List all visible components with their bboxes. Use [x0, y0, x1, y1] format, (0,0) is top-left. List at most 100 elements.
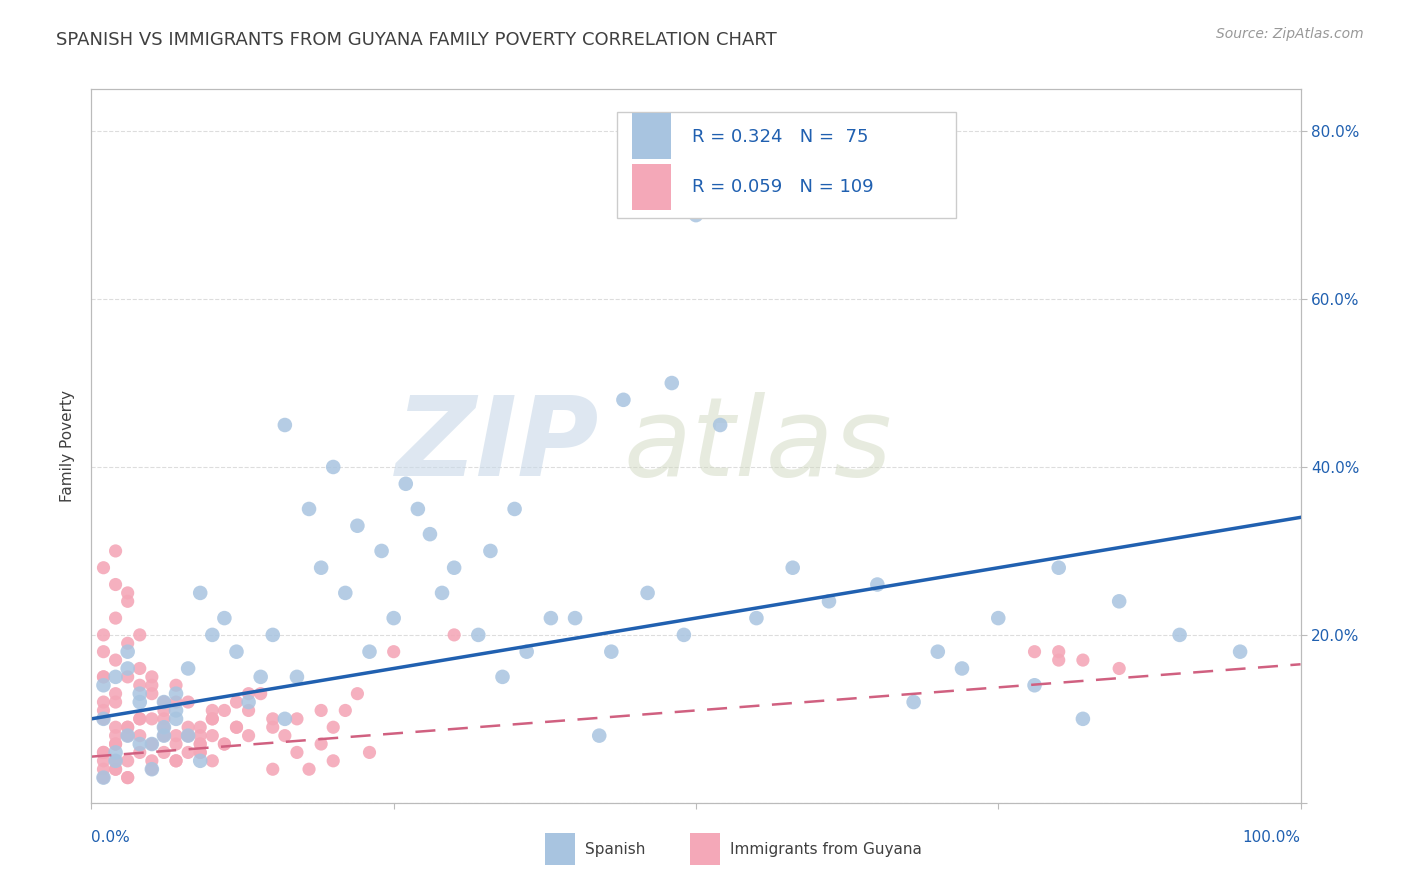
- Point: [322, 720, 344, 734]
- Bar: [544, 833, 575, 865]
- Point: [987, 611, 1010, 625]
- Point: [117, 661, 139, 675]
- Point: [153, 746, 176, 760]
- Point: [117, 586, 139, 600]
- Point: [141, 737, 163, 751]
- Point: [491, 670, 513, 684]
- Point: [238, 729, 260, 743]
- Point: [866, 577, 889, 591]
- Point: [93, 695, 115, 709]
- Point: [370, 544, 392, 558]
- Point: [1024, 678, 1046, 692]
- Point: [104, 653, 127, 667]
- Point: [177, 729, 200, 743]
- Point: [225, 720, 247, 734]
- Point: [177, 661, 200, 675]
- Point: [104, 737, 127, 751]
- Point: [104, 762, 127, 776]
- Point: [153, 695, 176, 709]
- Point: [1229, 645, 1251, 659]
- Point: [177, 695, 200, 709]
- Point: [104, 754, 127, 768]
- Point: [117, 636, 139, 650]
- Point: [225, 695, 247, 709]
- Point: [274, 729, 297, 743]
- Point: [685, 208, 707, 222]
- Point: [419, 527, 441, 541]
- Point: [335, 703, 357, 717]
- Point: [262, 628, 284, 642]
- Text: SPANISH VS IMMIGRANTS FROM GUYANA FAMILY POVERTY CORRELATION CHART: SPANISH VS IMMIGRANTS FROM GUYANA FAMILY…: [56, 31, 778, 49]
- Text: 0.0%: 0.0%: [91, 830, 131, 845]
- Point: [709, 417, 731, 432]
- Point: [335, 586, 357, 600]
- Point: [104, 737, 127, 751]
- Point: [141, 754, 163, 768]
- Point: [165, 754, 187, 768]
- Point: [93, 670, 115, 684]
- Point: [201, 703, 224, 717]
- Point: [104, 695, 127, 709]
- Point: [153, 720, 176, 734]
- Point: [188, 737, 211, 751]
- Point: [93, 754, 115, 768]
- Point: [165, 678, 187, 692]
- Point: [503, 502, 526, 516]
- Point: [467, 628, 489, 642]
- Point: [1047, 653, 1070, 667]
- Point: [177, 720, 200, 734]
- Point: [128, 678, 150, 692]
- Point: [214, 737, 236, 751]
- Point: [104, 544, 127, 558]
- Point: [201, 712, 224, 726]
- Point: [238, 703, 260, 717]
- Point: [128, 661, 150, 675]
- Point: [165, 712, 187, 726]
- Point: [153, 729, 176, 743]
- Point: [262, 720, 284, 734]
- Text: atlas: atlas: [623, 392, 891, 500]
- Point: [128, 729, 150, 743]
- Point: [359, 645, 381, 659]
- Point: [1071, 653, 1094, 667]
- Point: [177, 729, 200, 743]
- Point: [117, 594, 139, 608]
- Point: [128, 687, 150, 701]
- Point: [93, 746, 115, 760]
- Point: [117, 720, 139, 734]
- Point: [238, 687, 260, 701]
- Point: [238, 695, 260, 709]
- Point: [104, 746, 127, 760]
- Point: [309, 703, 332, 717]
- Point: [141, 678, 163, 692]
- Point: [165, 754, 187, 768]
- Point: [309, 737, 332, 751]
- Point: [214, 737, 236, 751]
- Point: [274, 712, 297, 726]
- Point: [165, 737, 187, 751]
- Text: 100.0%: 100.0%: [1243, 830, 1301, 845]
- Point: [153, 720, 176, 734]
- Point: [141, 737, 163, 751]
- Point: [117, 729, 139, 743]
- Point: [93, 712, 115, 726]
- Point: [117, 720, 139, 734]
- Point: [104, 720, 127, 734]
- Point: [1108, 661, 1130, 675]
- Point: [165, 703, 187, 717]
- Point: [927, 645, 949, 659]
- Point: [225, 645, 247, 659]
- Point: [128, 712, 150, 726]
- Point: [128, 628, 150, 642]
- Point: [128, 695, 150, 709]
- Point: [93, 645, 115, 659]
- Point: [214, 703, 236, 717]
- Point: [359, 746, 381, 760]
- Text: R = 0.059   N = 109: R = 0.059 N = 109: [692, 178, 875, 196]
- Point: [818, 594, 841, 608]
- Point: [201, 712, 224, 726]
- Point: [188, 729, 211, 743]
- Point: [188, 746, 211, 760]
- Point: [141, 712, 163, 726]
- Point: [564, 611, 586, 625]
